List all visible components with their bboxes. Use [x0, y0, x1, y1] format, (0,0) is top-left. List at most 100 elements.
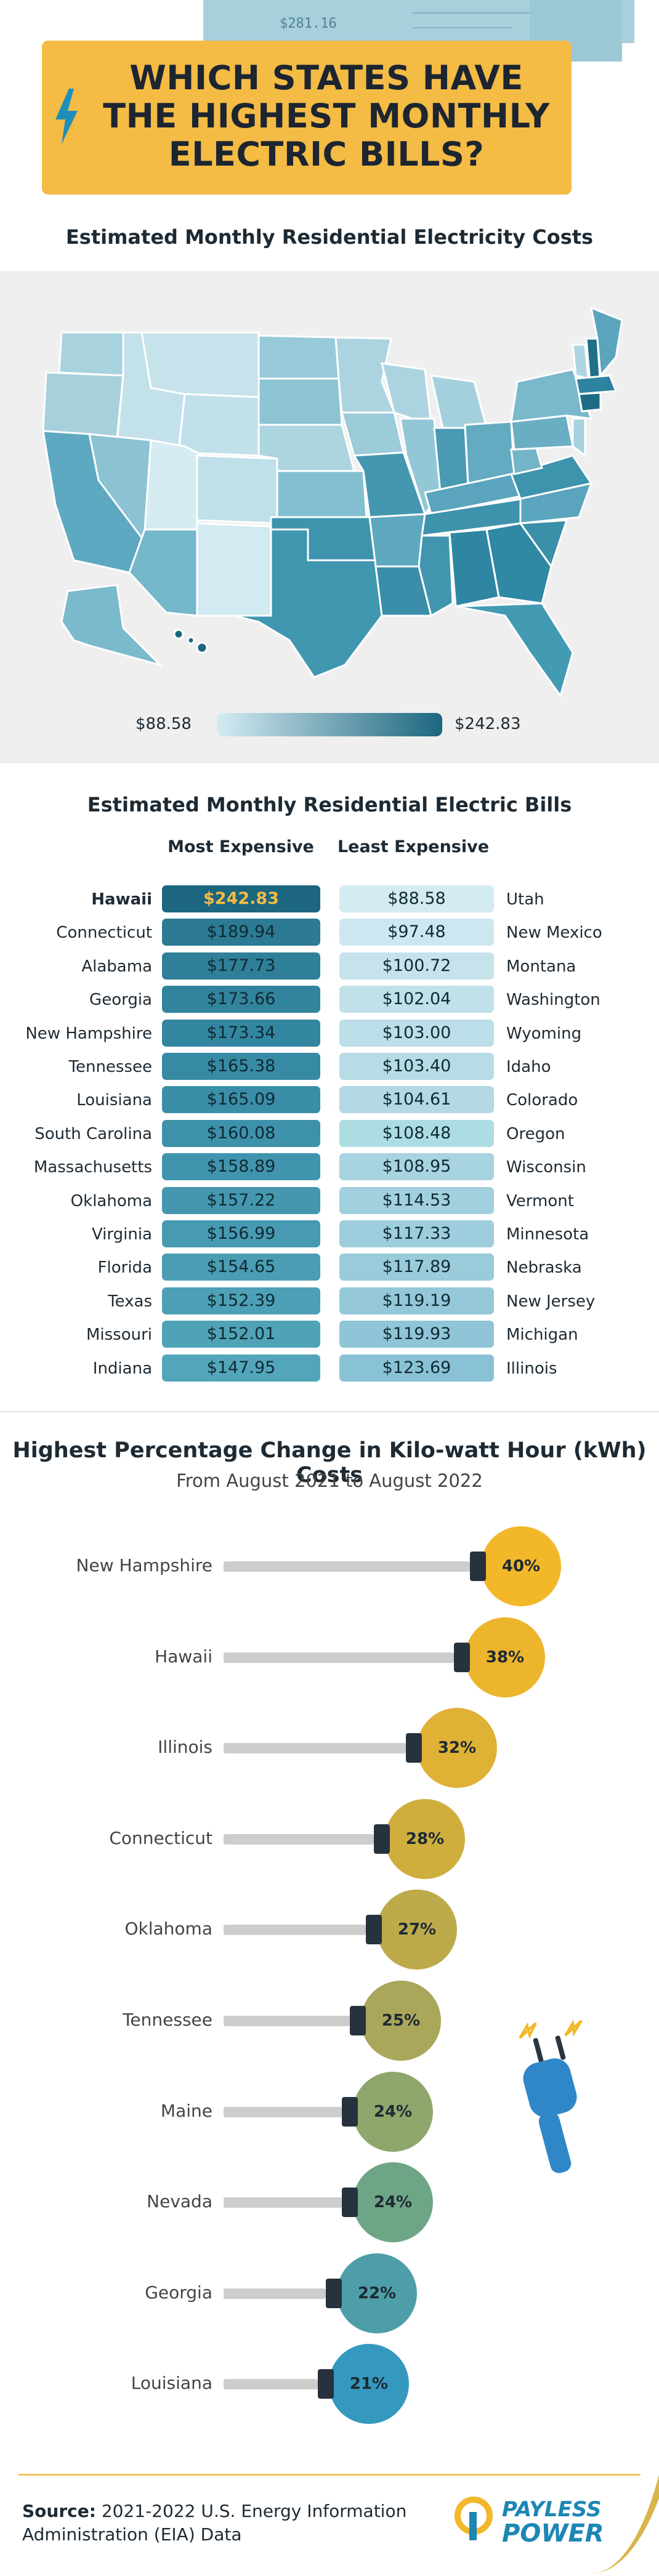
kwh-bulb-value: 32% — [417, 1708, 497, 1789]
lightning-bolt-icon — [55, 89, 78, 144]
least-expensive-state: Vermont — [506, 1191, 574, 1210]
state-oregon — [42, 371, 124, 438]
state-new-york — [510, 368, 593, 423]
state-hawaii-island — [196, 642, 208, 654]
state-south-dakota — [257, 377, 343, 426]
bulb-cap — [374, 1824, 390, 1854]
state-hawaii — [173, 629, 184, 640]
kwh-state-label: Connecticut — [109, 1827, 212, 1848]
legend-gradient-bar — [217, 713, 442, 736]
kwh-bulb-value: 38% — [465, 1617, 545, 1697]
kwh-state-label: Nevada — [147, 2191, 212, 2212]
least-expensive-state: Utah — [506, 890, 544, 909]
least-expensive-value: $104.61 — [339, 1086, 494, 1114]
kwh-bulb-value: 40% — [481, 1526, 561, 1606]
source-note: Source: 2021-2022 U.S. Energy Informatio… — [22, 2500, 416, 2546]
bills-table-row: Florida $154.65 $117.89 Nebraska — [0, 1254, 659, 1282]
bills-table-row: New Hampshire $173.34 $103.00 Wyoming — [0, 1019, 659, 1048]
kwh-state-label: Louisiana — [131, 2373, 212, 2394]
most-expensive-state: Alabama — [81, 957, 152, 976]
least-expensive-state: Washington — [506, 991, 600, 1010]
most-expensive-value: $156.99 — [162, 1220, 320, 1247]
state-mississippi — [418, 534, 454, 618]
bill-line — [413, 27, 511, 28]
least-expensive-state: Michigan — [506, 1326, 578, 1345]
bulb-cap — [470, 1552, 486, 1581]
kwh-bar — [224, 2379, 318, 2390]
bills-table-row: Alabama $177.73 $100.72 Montana — [0, 952, 659, 981]
state-new-jersey — [572, 417, 586, 457]
state-washington — [58, 331, 124, 377]
kwh-bulb-value: 28% — [385, 1798, 465, 1879]
least-expensive-value: $103.00 — [339, 1019, 494, 1047]
state-iowa — [341, 411, 405, 457]
least-expensive-state: Illinois — [506, 1359, 557, 1378]
state-montana — [140, 331, 260, 398]
most-expensive-state: South Carolina — [34, 1124, 152, 1143]
bulb-cap — [318, 2369, 334, 2399]
kwh-state-label: Georgia — [145, 2282, 212, 2303]
bill-amount: $281.16 — [280, 16, 337, 31]
kwh-section-title: Highest Percentage Change in Kilo-watt H… — [12, 1438, 647, 1487]
kwh-bar — [224, 1561, 470, 1572]
least-expensive-state: Wyoming — [506, 1024, 582, 1043]
page-title: WHICH STATES HAVE THE HIGHEST MONTHLY EL… — [92, 59, 560, 174]
kwh-state-label: Oklahoma — [124, 1918, 212, 1939]
kwh-bar — [224, 1833, 374, 1845]
source-label: Source: — [22, 2501, 96, 2521]
state-alaska — [60, 584, 164, 667]
bulb-cap — [342, 2096, 358, 2127]
bills-table-row: Hawaii $242.83 $88.58 Utah — [0, 885, 659, 914]
state-vermont — [572, 344, 589, 380]
state-arizona — [128, 528, 198, 617]
kwh-bulb-value: 25% — [361, 1981, 441, 2061]
most-expensive-state: Oklahoma — [70, 1191, 152, 1210]
bulb-cap — [406, 1733, 422, 1763]
state-new-mexico — [196, 522, 272, 617]
most-expensive-state: Florida — [97, 1258, 152, 1278]
most-expensive-value: $173.34 — [162, 1019, 320, 1047]
bulb-cap — [342, 2188, 358, 2218]
state-utah — [144, 439, 204, 531]
bulb-cap — [350, 2006, 366, 2035]
least-expensive-state: Oregon — [506, 1124, 565, 1143]
kwh-bulb-value: 21% — [329, 2344, 409, 2425]
least-expensive-header: Least Expensive — [337, 837, 490, 856]
legend-min-label: $88.58 — [135, 715, 192, 733]
state-kansas — [276, 470, 368, 518]
most-expensive-state: Hawaii — [91, 890, 152, 909]
brand-name-line-1: PAYLESS — [502, 2497, 602, 2522]
state-hawaii-island — [187, 636, 195, 645]
most-expensive-value: $189.94 — [162, 919, 320, 946]
state-arkansas — [368, 513, 426, 568]
most-expensive-value: $160.08 — [162, 1119, 320, 1147]
source-text: 2021-2022 U.S. Energy Information Admini… — [22, 2501, 407, 2545]
state-colorado — [196, 454, 278, 525]
state-virginia — [510, 454, 593, 500]
us-map — [42, 306, 623, 698]
most-expensive-state: Connecticut — [56, 924, 152, 943]
kwh-bar — [224, 1925, 366, 1936]
kwh-bulb-value: 24% — [353, 2071, 433, 2152]
most-expensive-state: Virginia — [91, 1225, 152, 1244]
least-expensive-value: $119.19 — [339, 1287, 494, 1314]
kwh-bulb-value: 27% — [377, 1890, 457, 1970]
most-expensive-state: Tennessee — [68, 1058, 153, 1076]
kwh-state-label: Illinois — [158, 1737, 212, 1758]
state-texas — [233, 528, 383, 678]
most-expensive-value: $152.01 — [162, 1321, 320, 1348]
brand-name-line-2: POWER — [502, 2519, 604, 2548]
kwh-section-subtitle: From August 2021 to August 2022 — [176, 1470, 483, 1491]
state-massachusetts — [575, 374, 618, 395]
most-expensive-value: $152.39 — [162, 1287, 320, 1314]
most-expensive-value: $177.73 — [162, 952, 320, 980]
least-expensive-value: $100.72 — [339, 952, 494, 980]
most-expensive-state: Indiana — [92, 1359, 152, 1378]
bulb-cap — [454, 1642, 470, 1672]
most-expensive-state: Massachusetts — [33, 1158, 152, 1177]
most-expensive-value: $242.83 — [162, 885, 320, 912]
bulb-cap — [326, 2278, 342, 2308]
kwh-bar — [224, 2016, 350, 2026]
kwh-bar — [224, 2288, 326, 2299]
bills-table-row: Connecticut $189.94 $97.48 New Mexico — [0, 919, 659, 947]
